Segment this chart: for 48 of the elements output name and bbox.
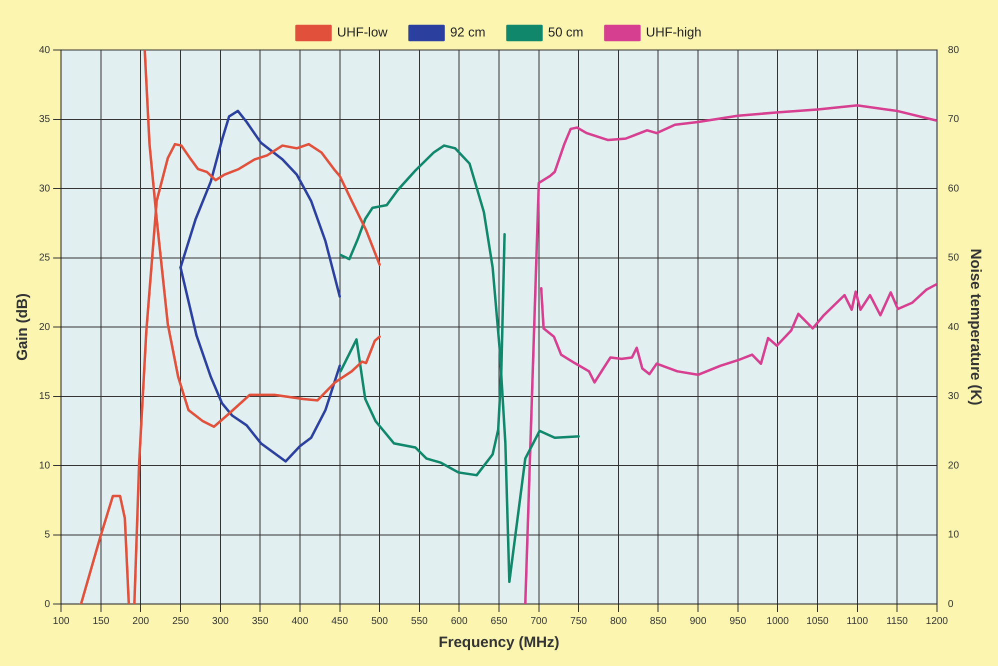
x-tick-label: 350 [252, 616, 269, 627]
y-tick-label: 25 [39, 252, 51, 264]
y2-tick-label: 20 [948, 460, 960, 472]
x-tick-label: 950 [730, 616, 747, 627]
x-tick-label: 650 [490, 616, 508, 627]
legend-label: 92 cm [450, 24, 486, 40]
x-axis-title: Frequency (MHz) [438, 634, 560, 652]
x-tick-label: 200 [132, 616, 150, 627]
x-tick-label: 100 [52, 616, 70, 627]
x-tick-label: 550 [411, 616, 428, 627]
x-tick-label: 1050 [806, 616, 830, 627]
x-tick-label: 750 [570, 616, 588, 627]
y-tick-label: 10 [39, 460, 51, 472]
x-tick-label: 1150 [886, 616, 908, 627]
y-tick-label: 35 [39, 114, 51, 125]
y-tick-label: 0 [44, 598, 51, 610]
x-tick-label: 300 [212, 616, 230, 627]
y2-tick-label: 70 [948, 114, 960, 125]
y-tick-label: 20 [39, 322, 51, 333]
x-tick-label: 1200 [926, 616, 948, 627]
y2-tick-label: 30 [948, 391, 960, 402]
y-axis-title: Gain (dB) [14, 293, 32, 361]
x-tick-label: 1100 [846, 616, 868, 627]
y2-tick-label: 10 [948, 530, 960, 540]
y2-tick-label: 40 [948, 322, 960, 333]
x-tick-label: 900 [690, 616, 707, 627]
y2-axis-title: Noise temperature (K) [966, 248, 984, 406]
y-tick-label: 5 [44, 530, 51, 540]
x-tick-label: 600 [450, 616, 468, 627]
y-tick-label: 15 [39, 391, 51, 402]
y-tick-label: 30 [39, 183, 51, 194]
x-tick-label: 150 [92, 616, 110, 627]
x-tick-label: 250 [172, 616, 190, 627]
legend-label: UHF-low [337, 24, 388, 40]
y2-tick-label: 60 [948, 183, 960, 194]
x-tick-label: 400 [292, 616, 309, 627]
x-tick-label: 450 [331, 616, 349, 627]
y2-tick-label: 80 [948, 44, 960, 56]
x-tick-label: 800 [610, 616, 628, 627]
y-tick-label: 40 [39, 44, 51, 56]
x-tick-label: 1000 [766, 616, 790, 627]
x-tick-label: 500 [371, 616, 388, 627]
x-tick-label: 700 [530, 616, 548, 627]
y2-tick-label: 0 [948, 598, 954, 610]
legend-label: 50 cm [548, 24, 584, 40]
x-tick-label: 850 [650, 616, 668, 627]
legend-label: UHF-high [646, 24, 702, 40]
y2-tick-label: 50 [948, 252, 960, 264]
